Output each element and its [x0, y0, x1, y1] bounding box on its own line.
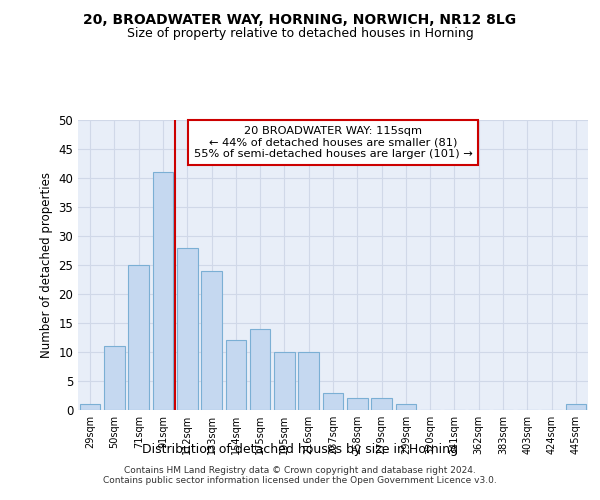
- Bar: [274, 352, 295, 410]
- Bar: [152, 172, 173, 410]
- Text: Contains HM Land Registry data © Crown copyright and database right 2024.
Contai: Contains HM Land Registry data © Crown c…: [103, 466, 497, 485]
- Bar: [298, 352, 319, 410]
- Bar: [226, 340, 246, 410]
- Bar: [371, 398, 392, 410]
- Bar: [566, 404, 586, 410]
- Bar: [201, 271, 222, 410]
- Bar: [104, 346, 125, 410]
- Bar: [80, 404, 100, 410]
- Text: Distribution of detached houses by size in Horning: Distribution of detached houses by size …: [142, 444, 458, 456]
- Bar: [250, 329, 271, 410]
- Bar: [128, 265, 149, 410]
- Text: 20 BROADWATER WAY: 115sqm
← 44% of detached houses are smaller (81)
55% of semi-: 20 BROADWATER WAY: 115sqm ← 44% of detac…: [194, 126, 472, 159]
- Bar: [323, 392, 343, 410]
- Y-axis label: Number of detached properties: Number of detached properties: [40, 172, 53, 358]
- Bar: [347, 398, 368, 410]
- Bar: [395, 404, 416, 410]
- Text: Size of property relative to detached houses in Horning: Size of property relative to detached ho…: [127, 28, 473, 40]
- Bar: [177, 248, 197, 410]
- Text: 20, BROADWATER WAY, HORNING, NORWICH, NR12 8LG: 20, BROADWATER WAY, HORNING, NORWICH, NR…: [83, 12, 517, 26]
